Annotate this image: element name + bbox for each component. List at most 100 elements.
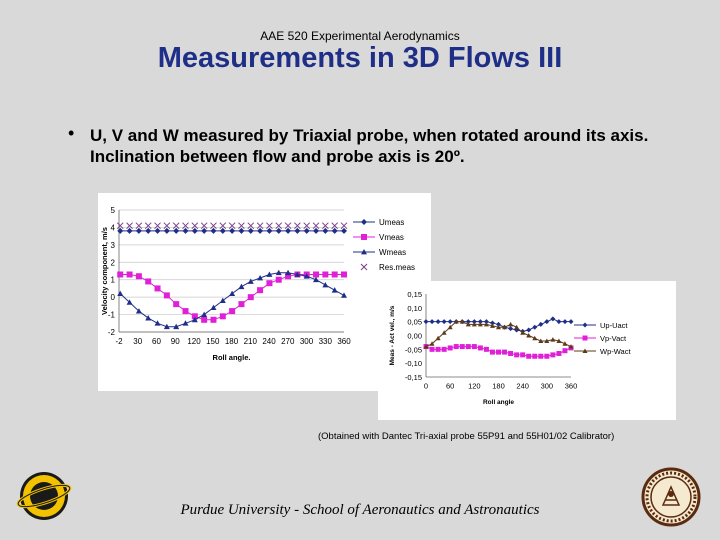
- chart1-data-point: [257, 287, 264, 294]
- chart1-data-point: [256, 222, 264, 230]
- chart1-data-point: [173, 301, 180, 308]
- chart2-data-point: [556, 338, 562, 344]
- chart2-data-point: [544, 319, 550, 325]
- chart1-data-point: [182, 308, 189, 315]
- chart1-data-point: [303, 273, 310, 279]
- chart2-data-point: [496, 321, 501, 327]
- chart1-data-point: [322, 227, 329, 234]
- chart2-data-point: [435, 335, 441, 341]
- chart2-data-point: [483, 346, 489, 352]
- chart1-data-point: [331, 222, 339, 230]
- chart1-data-point: [294, 227, 301, 234]
- chart1-x-tick-label: 180: [225, 337, 239, 346]
- course-title: AAE 520 Experimental Aerodynamics: [260, 29, 460, 43]
- chart1-legend-marker: [361, 249, 367, 255]
- chart1-data-point: [247, 222, 255, 230]
- slide-title: Measurements in 3D Flows III: [157, 42, 563, 74]
- bullet-marker: •: [68, 123, 75, 143]
- chart2-data-point: [568, 319, 574, 325]
- chart1-legend-marker: [361, 219, 367, 225]
- chart1-data-point: [294, 222, 301, 230]
- chart2-data-point: [429, 319, 435, 325]
- chart1-data-point: [126, 222, 133, 230]
- chart2-data-point: [514, 352, 520, 358]
- chart2-y-tick-label: -0,15: [405, 373, 422, 382]
- chart2-data-point: [550, 316, 556, 322]
- chart1-data-point: [312, 222, 320, 230]
- chart1-data-point: [284, 222, 292, 230]
- chart1-data-point: [126, 271, 133, 278]
- chart1-data-point: [275, 269, 282, 276]
- chart1-x-tick-label: 360: [337, 337, 351, 346]
- chart1-data-point: [182, 227, 189, 234]
- chart1-data-point: [322, 271, 329, 278]
- chart1-data-point: [219, 297, 226, 304]
- chart2-data-point: [514, 324, 520, 330]
- chart1-data-point: [229, 227, 236, 234]
- chart1-data-point: [275, 227, 282, 234]
- chart1-y-tick-label: 4: [111, 223, 116, 232]
- chart1-data-point: [163, 222, 171, 230]
- chart1-y-tick-label: 2: [111, 258, 116, 267]
- velocity-error-chart: -0,15 -0,10 -0,05 0,00 0,05 0,10 0,15 0 60 120 180…: [378, 281, 676, 420]
- chart2-y-tick-label: -0,10: [405, 359, 422, 368]
- chart1-data-point: [191, 316, 198, 323]
- chart1-data-point: [182, 320, 189, 326]
- chart2-data-point: [435, 346, 441, 352]
- aeronautics-logo: [16, 468, 72, 529]
- chart1-data-point: [303, 222, 311, 230]
- chart2-x-tick-label: 360: [565, 382, 578, 391]
- chart2-data-point: [441, 330, 447, 335]
- chart2-y-tick-label: 0,00: [407, 332, 422, 341]
- chart2-x-tick-label: 300: [541, 382, 554, 391]
- chart1-data-point: [126, 227, 133, 234]
- chart2-data-point: [520, 330, 526, 335]
- chart2-data-point: [441, 319, 447, 325]
- chart2-x-tick-label: 180: [492, 382, 505, 391]
- seal-icon: [641, 467, 701, 527]
- saturn-emblem-icon: [16, 472, 72, 520]
- chart1-data-point: [322, 222, 329, 230]
- chart1-y-tick-label: 1: [111, 276, 116, 285]
- chart1-data-point: [341, 227, 347, 234]
- chart1-data-point: [201, 311, 208, 317]
- chart2-data-point: [489, 349, 495, 355]
- chart1-data-point: [341, 271, 347, 278]
- chart2-data-point: [483, 321, 489, 327]
- chart2-data-point: [556, 350, 562, 356]
- chart2-legend-label: Vp-Vact: [600, 334, 627, 343]
- chart1-data-point: [117, 290, 124, 297]
- chart1-data-point: [313, 227, 320, 234]
- chart1-data-point: [229, 290, 236, 297]
- chart2-data-point: [508, 326, 514, 332]
- chart2-data-point: [471, 319, 477, 325]
- chart2-data-point: [489, 323, 495, 328]
- chart1-legend-marker: [360, 263, 368, 271]
- chart1-data-point: [257, 227, 264, 234]
- chart2-data-point: [453, 319, 459, 324]
- chart2-data-point: [544, 353, 550, 359]
- chart2-data-point: [502, 324, 508, 330]
- chart1-data-point: [200, 222, 208, 230]
- chart1-data-point: [275, 222, 283, 230]
- chart2-data-point: [562, 341, 568, 346]
- chart1-data-point: [285, 273, 292, 280]
- chart1-data-point: [191, 227, 198, 234]
- chart2-data-point: [526, 353, 532, 359]
- chart2-data-point: [429, 341, 435, 346]
- chart2-legend-label: Wp-Wact: [600, 347, 631, 356]
- chart1-legend-marker: [361, 234, 367, 240]
- chart1-data-point: [144, 222, 152, 230]
- chart1-data-point: [117, 227, 124, 234]
- footer-text: Purdue University - School of Aeronautic…: [180, 502, 540, 518]
- velocity-error-plot: -0,15 -0,10 -0,05 0,00 0,05 0,10 0,15 0 60 120 180…: [389, 290, 631, 406]
- chart1-x-tick-label: 150: [206, 337, 220, 346]
- chart2-data-point: [477, 321, 483, 327]
- chart2-data-point: [459, 344, 465, 350]
- chart2-data-point: [453, 344, 459, 350]
- chart2-data-point: [447, 345, 453, 351]
- chart2-legend-label: Up-Uact: [600, 321, 628, 330]
- chart2-data-point: [562, 348, 568, 354]
- chart2-data-point: [429, 346, 435, 352]
